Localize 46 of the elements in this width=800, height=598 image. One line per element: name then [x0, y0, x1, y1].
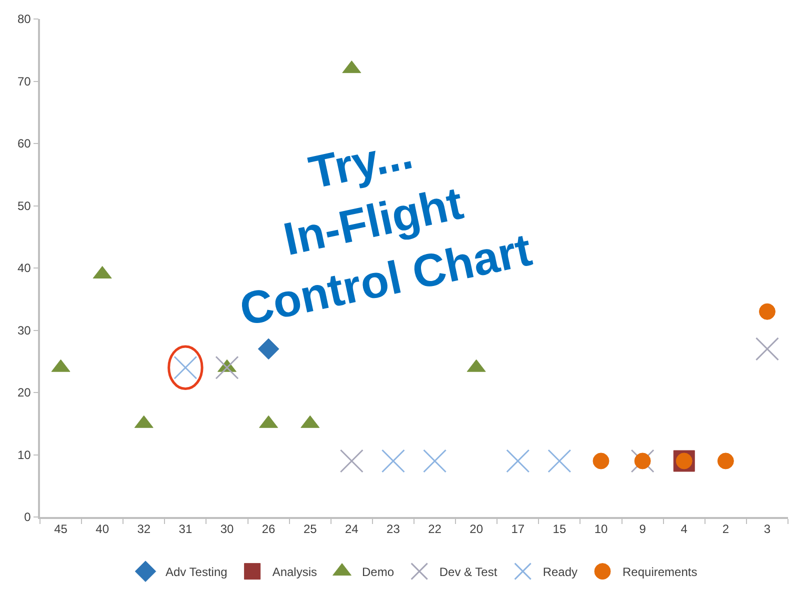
y-tick-label: 10: [17, 448, 32, 462]
x-tick-label: 9: [639, 522, 646, 536]
x-tick-label: 15: [552, 522, 566, 536]
x-tick-label: 2: [722, 522, 730, 536]
point: [258, 338, 280, 360]
x-tick-label: 32: [137, 522, 151, 536]
y-tick-label: 50: [17, 198, 32, 213]
point: [717, 452, 734, 470]
legend-label: Ready: [542, 565, 578, 580]
legend-label: Analysis: [272, 565, 318, 580]
point: [758, 303, 776, 320]
x-tick-label: 22: [428, 522, 442, 536]
x-tick-label: 10: [594, 522, 608, 536]
point: [634, 452, 651, 470]
x-tick-label: 30: [220, 522, 234, 536]
y-tick-label: 60: [17, 136, 32, 151]
x-tick-label: 24: [344, 522, 359, 536]
x-tick-label: 4: [680, 522, 688, 536]
point: [215, 356, 239, 380]
point: [423, 449, 447, 473]
x-tick-label: 3: [764, 522, 771, 536]
x-tick-label: 40: [96, 522, 110, 536]
point: [506, 449, 530, 473]
point: [340, 449, 364, 473]
y-tick-label: 30: [17, 323, 32, 338]
y-tick-label: 0: [24, 510, 32, 524]
x-tick-label: 26: [262, 522, 276, 536]
x-tick-label: 20: [470, 522, 484, 536]
x-tick-label: 17: [511, 522, 525, 536]
legend-label: Adv Testing: [166, 565, 228, 580]
y-tick-label: 80: [17, 12, 32, 26]
point: [592, 452, 610, 470]
point: [548, 449, 572, 473]
x-tick-label: 31: [178, 522, 192, 536]
x-tick-label: 25: [303, 522, 318, 536]
point: [381, 449, 405, 473]
legend-label: Dev & Test: [439, 565, 498, 580]
y-tick-label: 40: [17, 261, 32, 276]
legend-label: Demo: [362, 565, 394, 580]
x-tick-label: 23: [386, 522, 400, 536]
x-tick-label: 45: [54, 522, 68, 536]
point: [755, 337, 779, 361]
legend-label: Requirements: [622, 565, 698, 580]
text: Try... In-Flight Control Chart: [235, 126, 536, 336]
y-tick-label: 70: [17, 74, 32, 88]
y-tick-label: 20: [17, 386, 32, 400]
